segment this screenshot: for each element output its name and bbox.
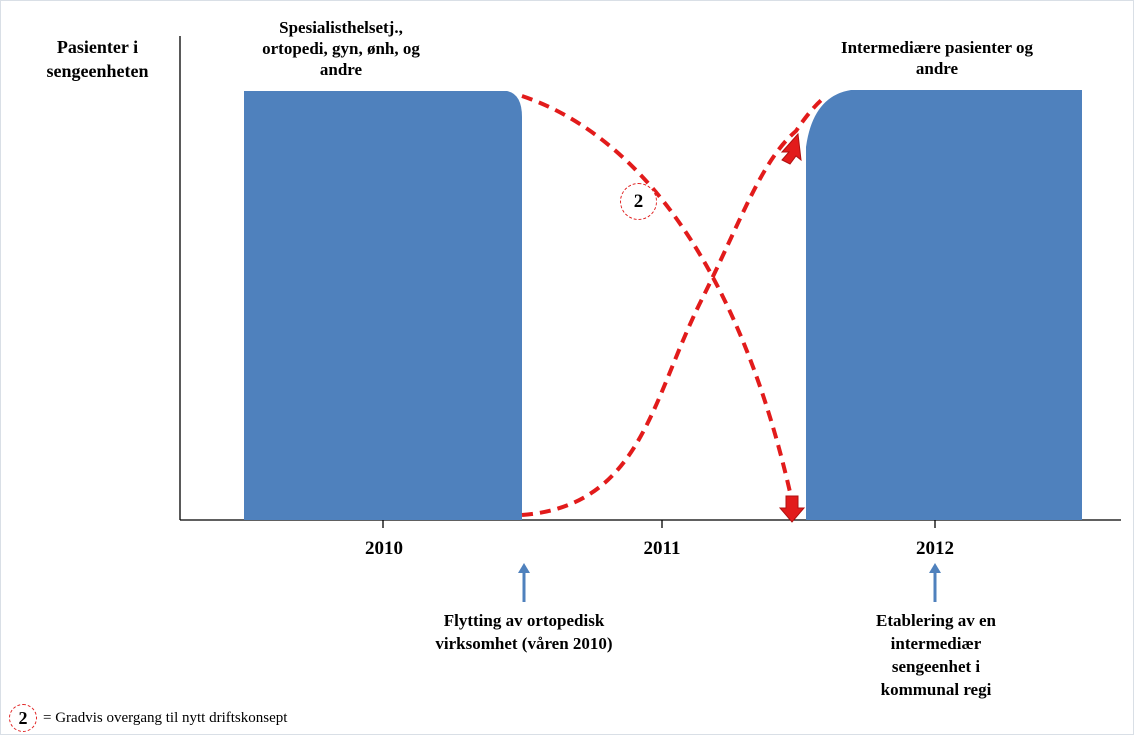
block-2010: [244, 91, 522, 520]
rising-curve: [521, 95, 827, 517]
rising-arrow-head: [780, 132, 802, 165]
legend-text: = Gradvis overgang til nytt driftskonsep…: [43, 709, 288, 726]
year-label-2011: 2011: [643, 538, 681, 559]
legend-badge: 2: [9, 704, 37, 732]
up-arrow-right: [929, 563, 941, 602]
block-label-right: Intermediære pasienter og andre: [840, 38, 1033, 78]
legend: 2 = Gradvis overgang til nytt driftskons…: [9, 704, 287, 732]
block-label-left: Spesialisthelsetj., ortopedi, gyn, ønh, …: [262, 18, 420, 79]
annotation-right: Etablering av en intermediær sengeenhet …: [876, 611, 996, 699]
declining-curve: [521, 94, 794, 502]
declining-arrow-head: [778, 495, 806, 523]
year-label-2012: 2012: [916, 538, 954, 559]
annotation-left: Flytting av ortopedisk virksomhet (våren…: [435, 611, 613, 653]
y-axis-label: Pasienter i sengeenheten: [46, 37, 149, 81]
up-arrow-left: [518, 563, 530, 602]
transition-badge: 2: [620, 183, 657, 220]
block-2012: [806, 90, 1082, 520]
year-label-2010: 2010: [365, 538, 403, 559]
